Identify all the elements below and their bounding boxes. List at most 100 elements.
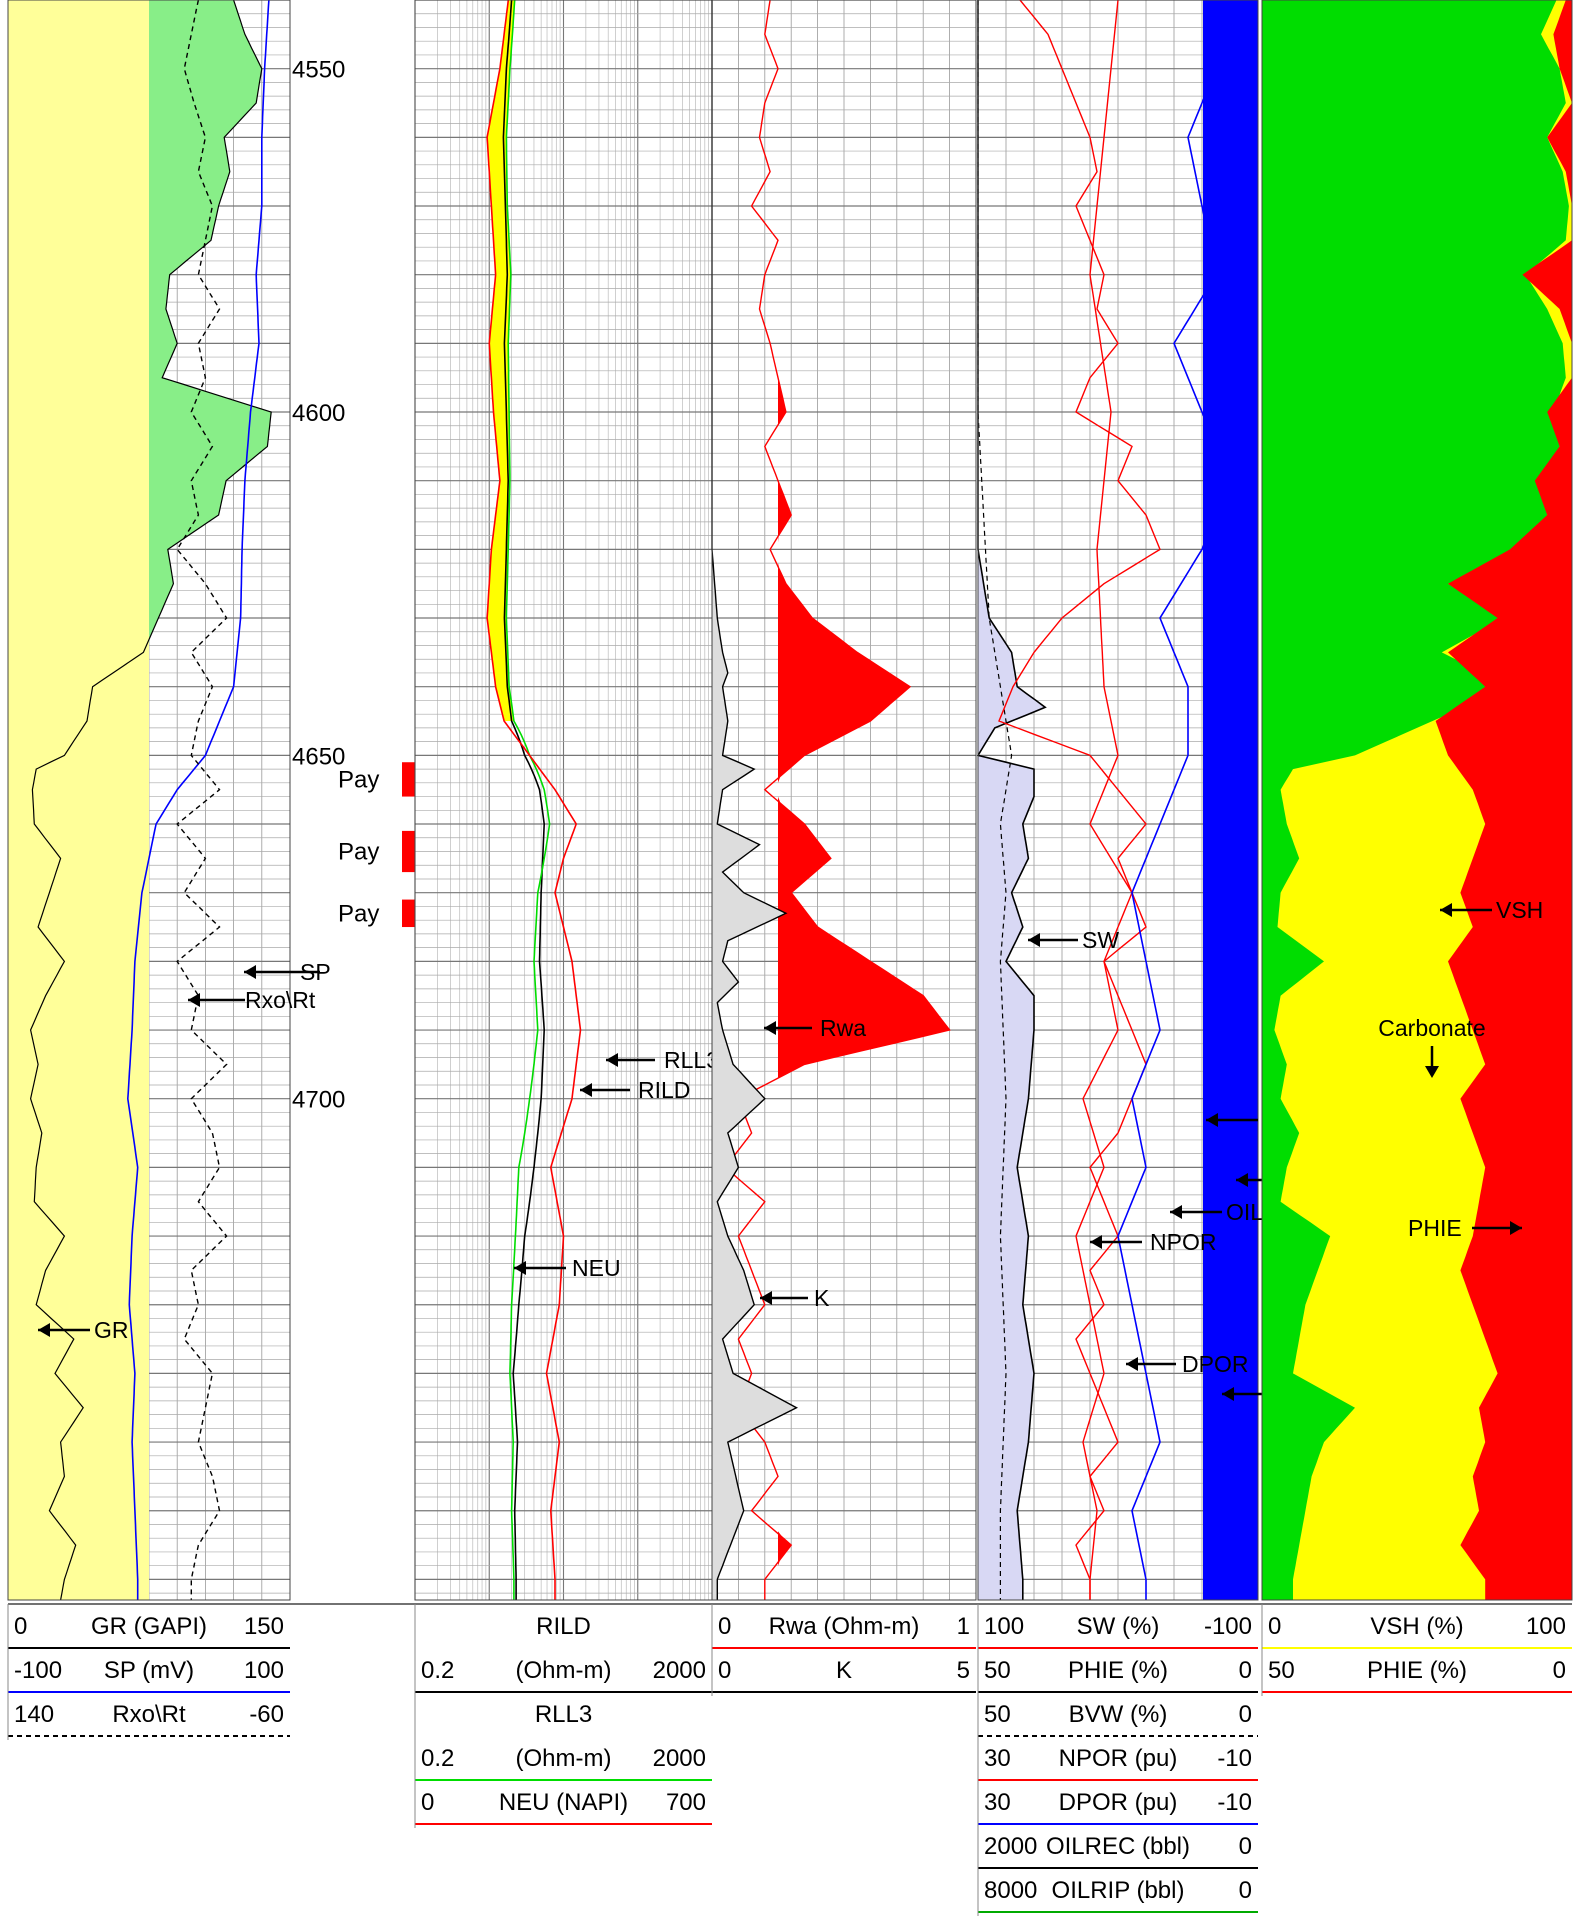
legend-name: Rwa (Ohm-m) xyxy=(769,1613,920,1640)
gr-curve xyxy=(29,0,272,1601)
track-rwa-k: Rwa K xyxy=(711,0,977,1601)
annot-oilrec-arrow-head xyxy=(1170,1205,1182,1219)
neu-curve xyxy=(486,0,582,1600)
legend-name: (Ohm-m) xyxy=(516,1657,612,1684)
rxort-curve xyxy=(176,0,228,1600)
legend-name: BVW (%) xyxy=(1069,1701,1168,1728)
annot-phie-lith-label: PHIE xyxy=(1408,1215,1462,1241)
npor-curve xyxy=(1075,0,1133,1600)
legend-min: 50 xyxy=(1268,1657,1295,1684)
pay-bar xyxy=(402,762,415,797)
track-gr-border xyxy=(7,0,291,1601)
track-lithology: VSH Carbonate PHIE xyxy=(1261,0,1573,1601)
legend-name: SP (mV) xyxy=(104,1657,194,1684)
track-resistivity: RLL3 RILD NEU xyxy=(414,0,719,1601)
legend-max: 0 xyxy=(1239,1833,1252,1860)
legend-max: 2000 xyxy=(653,1657,706,1684)
depth-tick-label: 4550 xyxy=(292,57,345,84)
pay-label: Pay xyxy=(338,766,379,793)
legend-min: 0 xyxy=(14,1613,27,1640)
legend-min: 0 xyxy=(421,1789,434,1816)
track-saturation: SWPHIEOILRIPOILRECNPORDPORBVW xyxy=(976,0,1369,1601)
rll3-curve xyxy=(505,0,551,1600)
legend-gr: 0 GR (GAPI) 150 -100 SP (mV) 100 140 Rxo\Rt -60 xyxy=(7,1604,290,1740)
legend-max: 5 xyxy=(957,1657,970,1684)
sp-curve xyxy=(126,0,270,1600)
annot-dpor-arrow-head xyxy=(1126,1357,1138,1371)
track-saturation-border xyxy=(977,0,1259,1601)
legend-max: -100 xyxy=(1204,1613,1252,1640)
rild-curve xyxy=(502,0,546,1600)
legend-max: 700 xyxy=(666,1789,706,1816)
annot-npor-label: NPOR xyxy=(1150,1229,1216,1255)
legend-max: 100 xyxy=(1526,1613,1566,1640)
legend-min: 0 xyxy=(718,1613,731,1640)
annot-npor-arrow-head xyxy=(1090,1235,1102,1249)
legend-rwa: 0 Rwa (Ohm-m) 1 0 K 5 xyxy=(711,1604,976,1696)
bvw-water-fill xyxy=(1203,0,1258,1600)
legend-max: 0 xyxy=(1239,1701,1252,1728)
annot-sw-arrow-head xyxy=(1028,933,1040,947)
legend-res: RILD 0.2 (Ohm-m) 2000 RLL3 0.2 (Ohm-m) 2000 0 NEU… xyxy=(414,1604,712,1828)
legend-max: 1 xyxy=(957,1613,970,1640)
legend-min: 50 xyxy=(984,1657,1011,1684)
annot-gr-arrow-head xyxy=(38,1323,50,1337)
depth-tick-label: 4650 xyxy=(292,743,345,770)
legend-name: DPOR (pu) xyxy=(1059,1789,1178,1816)
legend-lith: 0 VSH (%) 100 50 PHIE (%) 0 xyxy=(1261,1604,1572,1696)
legend-name: Rxo\Rt xyxy=(112,1701,186,1728)
pay-bar xyxy=(402,830,415,873)
legend-name: GR (GAPI) xyxy=(91,1613,207,1640)
legend-name: PHIE (%) xyxy=(1068,1657,1168,1684)
annot-neu-label: NEU xyxy=(572,1255,621,1281)
annot-k-arrow-head xyxy=(760,1291,772,1305)
legend-name: K xyxy=(836,1657,852,1684)
legend-min: 50 xyxy=(984,1701,1011,1728)
pay-label: Pay xyxy=(338,900,379,927)
annot-carbonate-label: Carbonate xyxy=(1378,1015,1485,1041)
annot-rwa-label: Rwa xyxy=(820,1015,866,1041)
rwa-curve xyxy=(724,0,951,1600)
legend-name: VSH (%) xyxy=(1370,1613,1463,1640)
legend-max: -60 xyxy=(249,1701,284,1728)
legend-name: OILREC (bbl) xyxy=(1046,1833,1190,1860)
depth-tick-label: 4700 xyxy=(292,1087,345,1114)
legend-min: -100 xyxy=(14,1657,62,1684)
annot-sp-label: SP xyxy=(300,959,331,985)
legend-max: 0 xyxy=(1239,1657,1252,1684)
legend-max: 2000 xyxy=(653,1745,706,1772)
annot-sw-label: SW xyxy=(1082,927,1119,953)
annot-carbonate-arrow-head xyxy=(1425,1066,1439,1078)
gr-shale-fill xyxy=(149,0,272,1600)
legend-max: -10 xyxy=(1217,1745,1252,1772)
depth-tick-label: 4600 xyxy=(292,400,345,427)
sw-curve xyxy=(998,0,1161,1600)
depth-axis: 4550 4600 4650 4700 xyxy=(292,57,345,1114)
annot-rild-arrow-head xyxy=(580,1083,592,1097)
track-rwa-grid xyxy=(711,0,977,1600)
legend-name: PHIE (%) xyxy=(1367,1657,1467,1684)
legend-min: 0.2 xyxy=(421,1745,454,1772)
pay-label: Pay xyxy=(338,839,379,866)
annot-dpor-label: DPOR xyxy=(1182,1351,1248,1377)
annot-k-label: K xyxy=(814,1285,830,1311)
annot-vsh-label: VSH xyxy=(1496,897,1543,923)
gr-sand-left xyxy=(8,0,149,1600)
annot-rxort-arrow-head xyxy=(188,993,200,1007)
legend-max: 0 xyxy=(1553,1657,1566,1684)
legend-name: SW (%) xyxy=(1077,1613,1160,1640)
res-crossover-fill xyxy=(487,0,515,721)
legend-name: NPOR (pu) xyxy=(1059,1745,1178,1772)
annot-gr-label: GR xyxy=(94,1317,129,1343)
dpor-curve xyxy=(1117,0,1231,1600)
annot-bvw-arrow-head xyxy=(1222,1387,1234,1401)
annot-phie-lith-arrow-head xyxy=(1510,1221,1522,1235)
annot-neu-arrow-head xyxy=(514,1261,526,1275)
legend-min: 30 xyxy=(984,1745,1011,1772)
legend-title: RILD xyxy=(536,1613,591,1640)
k-fill xyxy=(712,0,797,1600)
legend-min: 0.2 xyxy=(421,1657,454,1684)
